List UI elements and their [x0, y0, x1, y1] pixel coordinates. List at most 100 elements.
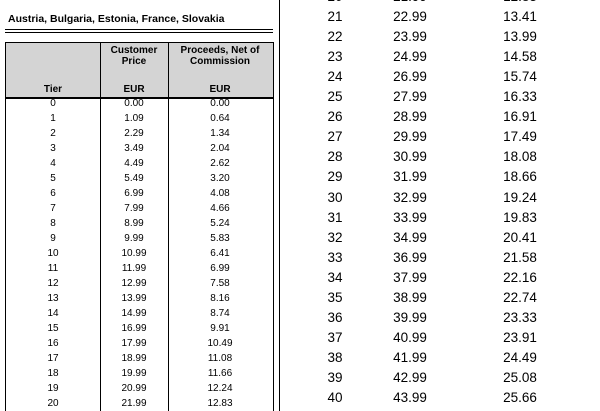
cell: 13.99 — [503, 29, 537, 45]
cell: 39.99 — [393, 309, 427, 325]
cell: 6.99 — [124, 188, 144, 199]
header-unit: EUR — [209, 84, 231, 95]
cell: 23.91 — [503, 329, 537, 345]
cell: 37.99 — [393, 269, 427, 285]
cell: 5.49 — [124, 173, 144, 184]
cell: 17 — [47, 353, 59, 364]
header-unit: EUR — [123, 84, 145, 95]
cell: 18.99 — [121, 353, 147, 364]
rule — [5, 29, 273, 30]
cell: 2.62 — [210, 158, 230, 169]
cell: 19 — [47, 383, 59, 394]
cell: 27.99 — [393, 89, 427, 105]
cell: 12.24 — [207, 383, 233, 394]
cell: 22.99 — [393, 9, 427, 25]
cell: 18.66 — [503, 169, 537, 185]
cell: 0 — [50, 98, 56, 109]
cell: 11.08 — [207, 353, 233, 364]
cell: 13.41 — [503, 9, 537, 25]
column-line — [100, 43, 101, 411]
cell: 14.99 — [121, 308, 147, 319]
cell: 25.08 — [503, 369, 537, 385]
cell: 8.99 — [124, 218, 144, 229]
cell: 5 — [50, 173, 56, 184]
cell: 32.99 — [393, 189, 427, 205]
cell: 27 — [327, 129, 343, 145]
cell: 31.99 — [393, 169, 427, 185]
column-line — [168, 43, 169, 411]
cell: 9 — [50, 233, 56, 244]
cell: 7.99 — [124, 203, 144, 214]
cell: 22.16 — [503, 269, 537, 285]
cell: 2 — [50, 128, 56, 139]
cell: 26.99 — [393, 69, 427, 85]
cell: 18.08 — [503, 149, 537, 165]
cell: 8 — [50, 218, 56, 229]
cell: 4.49 — [124, 158, 144, 169]
cell: 17.49 — [503, 129, 537, 145]
cell: 12.99 — [121, 278, 147, 289]
cell: 22 — [327, 29, 343, 45]
cell: 29.99 — [393, 129, 427, 145]
cell: 7 — [50, 203, 56, 214]
cell: 24 — [327, 69, 343, 85]
cell: 30.99 — [393, 149, 427, 165]
cell: 6.41 — [210, 248, 230, 259]
cell: 2.29 — [124, 128, 144, 139]
cell: 1.09 — [124, 113, 144, 124]
cell: 13 — [47, 293, 59, 304]
cell: 35 — [327, 289, 343, 305]
cell: 19.24 — [503, 189, 537, 205]
cell: 15 — [47, 323, 59, 334]
cell: 15.74 — [503, 69, 537, 85]
cell: 23.99 — [393, 29, 427, 45]
cell: 34 — [327, 269, 343, 285]
cell: 3.49 — [124, 143, 144, 154]
cell: 20 — [47, 398, 59, 409]
cell: 6.99 — [210, 263, 230, 274]
cell: 43.99 — [393, 390, 427, 405]
cell: 0.00 — [210, 98, 230, 109]
cell: 4.66 — [210, 203, 230, 214]
cell: 28.99 — [393, 109, 427, 125]
cell: 3 — [50, 143, 56, 154]
cell: 3.20 — [210, 173, 230, 184]
cell: 13.99 — [121, 293, 147, 304]
cell: 39 — [327, 369, 343, 385]
cell: 10.99 — [121, 248, 147, 259]
divider — [279, 0, 280, 411]
cell: 18 — [47, 368, 59, 379]
cell: 25.66 — [503, 390, 537, 405]
cell: 40.99 — [393, 329, 427, 345]
cell: 8.74 — [210, 308, 230, 319]
header-rule — [5, 97, 274, 98]
cell: 28 — [327, 149, 343, 165]
cell: 0.64 — [210, 113, 230, 124]
cell: 4.08 — [210, 188, 230, 199]
cell: 40 — [327, 390, 343, 405]
cell: 17.99 — [121, 338, 147, 349]
cell: 21.99 — [360, 0, 460, 7]
cell: 21 — [327, 9, 343, 25]
cell: 32 — [327, 229, 343, 245]
cell: 11.99 — [121, 263, 147, 274]
cell: 30 — [327, 189, 343, 205]
header-label: Tier — [43, 84, 63, 95]
cell: 24.99 — [393, 49, 427, 65]
header-label: Proceeds, Net of Commission — [180, 45, 260, 67]
cell: 33 — [327, 249, 343, 265]
cell: 0.00 — [124, 98, 144, 109]
cell: 20 — [290, 0, 380, 7]
header-bg — [5, 42, 274, 99]
cell: 38 — [327, 349, 343, 365]
cell: 21.58 — [503, 249, 537, 265]
cell: 38.99 — [393, 289, 427, 305]
cell: 1.34 — [210, 128, 230, 139]
cell: 9.91 — [210, 323, 230, 334]
cell: 42.99 — [393, 369, 427, 385]
cell: 21.99 — [121, 398, 147, 409]
cell: 26 — [327, 109, 343, 125]
cell: 31 — [327, 209, 343, 225]
cell: 4 — [50, 158, 56, 169]
